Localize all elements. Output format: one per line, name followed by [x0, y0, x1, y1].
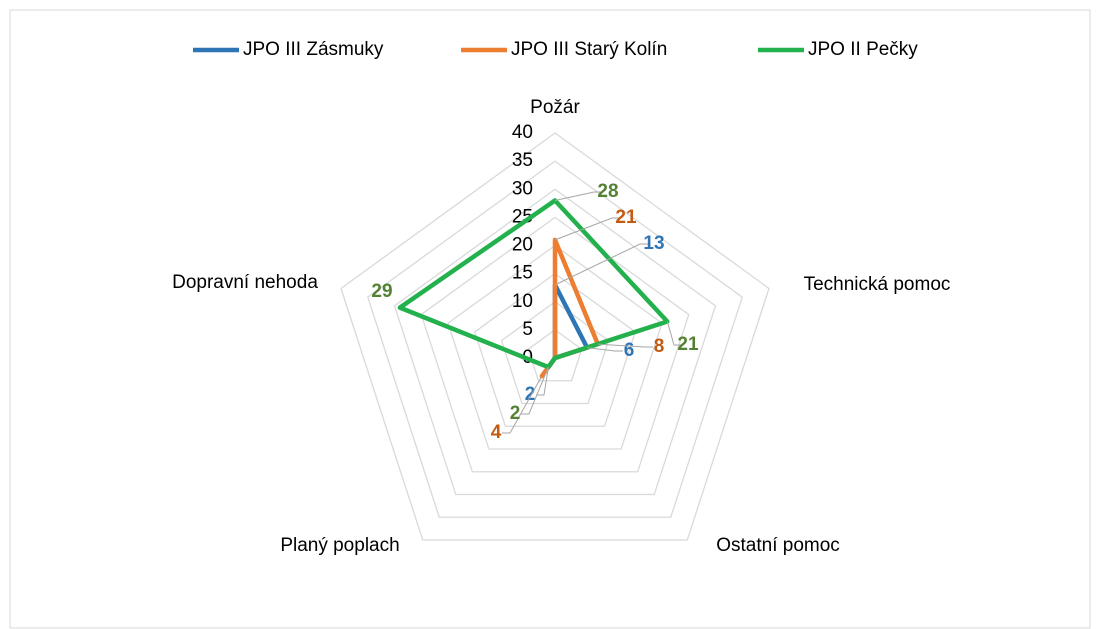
leader-line: [554, 243, 648, 286]
data-label: 4: [491, 422, 502, 443]
leader-line: [666, 321, 682, 346]
leader-line: [587, 347, 623, 352]
leader-line: [536, 367, 549, 396]
chart-border: [9, 9, 1091, 629]
y-tick-label: 25: [512, 206, 533, 227]
leader-line: [597, 343, 653, 348]
y-tick-label: 35: [512, 150, 533, 171]
y-tick-label: 40: [512, 122, 533, 143]
legend-label: JPO II Pečky: [808, 39, 918, 60]
y-tick-label: 15: [512, 263, 533, 284]
y-tick-label: 30: [512, 178, 533, 199]
grid-ring: [527, 329, 583, 382]
leader-line: [521, 366, 549, 415]
leader-line: [554, 191, 602, 201]
leader-line: [502, 375, 543, 434]
category-label: Požár: [530, 97, 580, 118]
data-label: 28: [597, 181, 618, 202]
grid-ring: [340, 132, 770, 541]
category-label: Dopravní nehoda: [172, 272, 318, 293]
y-tick-label: 20: [512, 235, 533, 256]
data-label: 8: [654, 336, 665, 357]
y-tick-label: 5: [522, 319, 533, 340]
data-label: 2: [525, 384, 536, 405]
grid-ring: [473, 272, 637, 427]
series-line: [397, 198, 670, 370]
data-label: 13: [643, 233, 664, 254]
data-label: 6: [624, 340, 635, 361]
grid-ring: [420, 216, 690, 473]
leader-line: [554, 217, 620, 241]
grid-ring: [500, 300, 610, 405]
data-label: 29: [371, 281, 392, 302]
data-label: 2: [510, 403, 521, 424]
data-label: 21: [677, 334, 699, 355]
category-label: Technická pomoc: [804, 274, 951, 295]
grid-ring: [447, 244, 663, 450]
legend-label: JPO III Starý Kolín: [511, 39, 667, 60]
grid-ring: [393, 188, 717, 496]
category-label: Ostatní pomoc: [716, 535, 840, 556]
y-tick-label: 10: [512, 291, 533, 312]
category-label: Planý poplach: [280, 535, 399, 556]
series-line: [539, 237, 601, 379]
legend-label: JPO III Zásmuky: [243, 39, 384, 60]
grid-ring: [366, 160, 744, 518]
data-label: 21: [615, 207, 637, 228]
